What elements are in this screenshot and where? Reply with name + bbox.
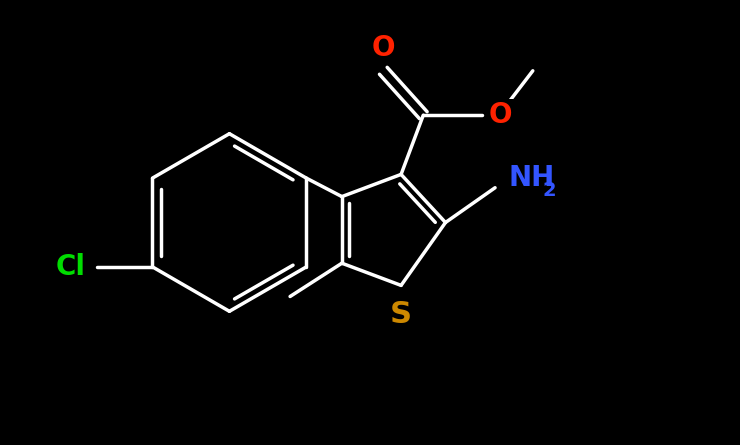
Text: S: S <box>390 300 412 329</box>
Text: Cl: Cl <box>56 253 86 281</box>
Text: NH: NH <box>508 164 554 192</box>
Text: O: O <box>488 101 512 129</box>
Text: 2: 2 <box>542 181 556 200</box>
Text: O: O <box>371 34 395 62</box>
